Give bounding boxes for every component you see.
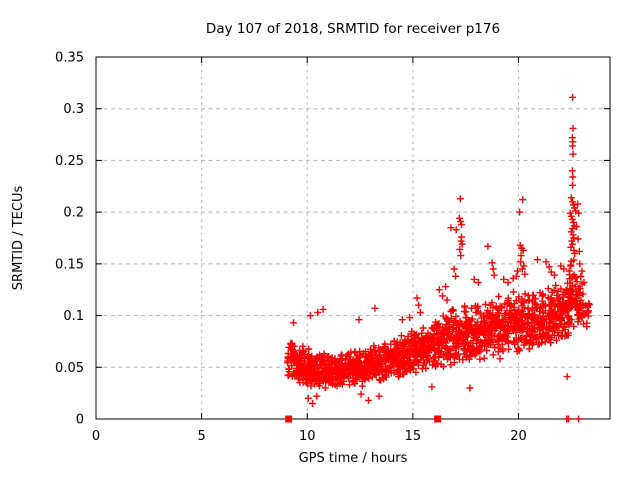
- x-tick-label: 15: [405, 429, 422, 444]
- y-tick-label: 0.25: [55, 154, 84, 169]
- axis-ticks: [95, 56, 610, 420]
- y-axis-label: SRMTID / TECUs: [11, 186, 26, 291]
- plot-border: [95, 56, 611, 420]
- x-tick-label: 0: [92, 429, 100, 444]
- y-tick-label: 0: [76, 413, 84, 428]
- zero-value-square-marker: [285, 415, 293, 423]
- y-tick-label: 0.15: [55, 257, 84, 272]
- x-tick-label: 20: [510, 429, 527, 444]
- y-tick-label: 0.1: [63, 309, 84, 324]
- x-tick-label: 5: [197, 429, 205, 444]
- data-points: [283, 93, 593, 423]
- x-axis-label: GPS time / hours: [299, 451, 408, 466]
- plot-title: Day 107 of 2018, SRMTID for receiver p17…: [206, 21, 500, 37]
- y-tick-label: 0.2: [63, 206, 84, 221]
- y-tick-label: 0.3: [63, 102, 84, 117]
- scatter-plus-markers: [283, 93, 593, 423]
- y-tick-label: 0.05: [55, 361, 84, 376]
- y-tick-label: 0.35: [55, 51, 84, 66]
- zero-value-square-marker: [434, 415, 442, 423]
- plot-frame: [95, 56, 611, 420]
- tick-labels: 0 5 10 15 20 0 0.05 0.1 0.15 0.2 0.25 0.3 0.35: [55, 51, 527, 445]
- x-tick-label: 10: [299, 429, 316, 444]
